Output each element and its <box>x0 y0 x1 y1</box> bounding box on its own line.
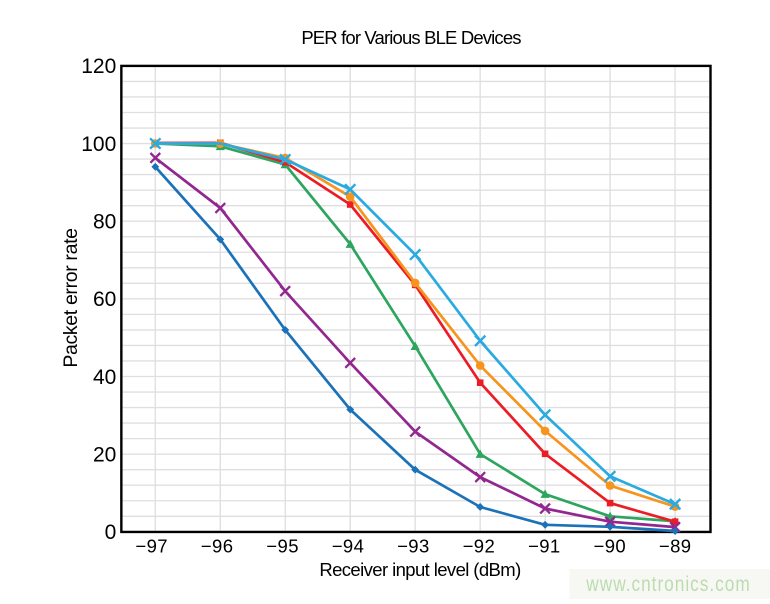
svg-text:www.cntronics.com: www.cntronics.com <box>585 572 750 596</box>
svg-text:20: 20 <box>93 443 116 466</box>
svg-text:0: 0 <box>105 521 117 544</box>
svg-text:60: 60 <box>93 288 116 311</box>
svg-text:Receiver input level (dBm): Receiver input level (dBm) <box>319 559 521 580</box>
svg-text:−97: −97 <box>135 536 168 557</box>
svg-text:−95: −95 <box>266 536 299 557</box>
svg-text:−92: −92 <box>463 536 496 557</box>
svg-text:40: 40 <box>93 366 116 389</box>
svg-text:80: 80 <box>93 211 116 234</box>
svg-text:−96: −96 <box>201 536 234 557</box>
svg-text:100: 100 <box>81 133 116 156</box>
svg-text:−93: −93 <box>397 536 430 557</box>
svg-text:−90: −90 <box>594 536 627 557</box>
svg-text:−89: −89 <box>659 536 692 557</box>
svg-text:−94: −94 <box>332 536 365 557</box>
svg-text:120: 120 <box>81 55 116 78</box>
svg-text:−91: −91 <box>528 536 561 557</box>
svg-text:Packet error rate: Packet error rate <box>60 228 82 367</box>
svg-text:PER for Various BLE Devices: PER for Various BLE Devices <box>301 27 521 48</box>
